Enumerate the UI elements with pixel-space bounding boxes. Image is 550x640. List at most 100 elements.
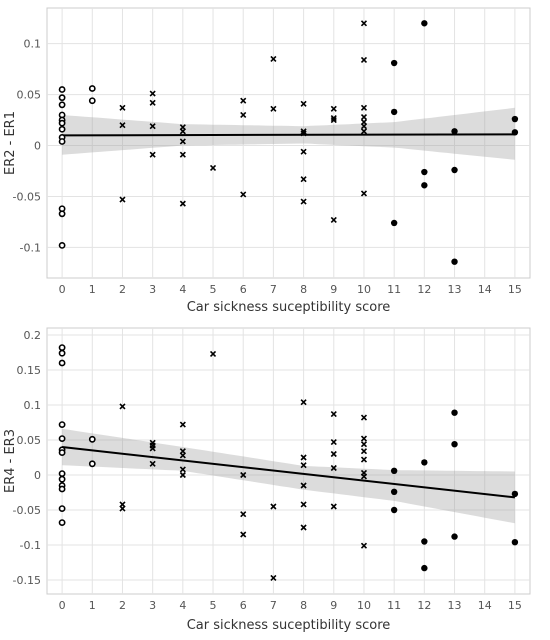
top-x-tick-label: 12 <box>417 283 431 296</box>
bottom-point-filled-circle <box>511 490 519 498</box>
top-point-open-circle <box>58 86 66 93</box>
top-point-filled-circle <box>421 182 428 189</box>
top-y-tick-label: 0.1 <box>24 38 42 51</box>
top-x-tick-label: 0 <box>59 283 66 296</box>
top-x-tick-label: 13 <box>448 283 462 296</box>
top-point-open-circle <box>58 210 66 218</box>
bottom-point-filled-circle <box>451 409 458 416</box>
bottom-confidence-band <box>62 428 515 524</box>
top-x-tick-label: 4 <box>179 283 186 296</box>
top-point-cross <box>149 90 156 97</box>
bottom-y-tick-label: 0.15 <box>17 364 42 377</box>
bottom-point-cross <box>300 482 307 489</box>
bottom-x-tick-label: 12 <box>417 599 431 612</box>
top-point-cross <box>240 191 247 198</box>
top-point-cross <box>179 138 186 145</box>
top-point-cross <box>360 104 368 111</box>
bottom-x-axis-title: Car sickness suceptibility score <box>187 618 391 633</box>
top-point-cross <box>360 113 368 121</box>
top-y-tick-label: -0.05 <box>13 190 41 203</box>
bottom-point-cross <box>270 503 277 510</box>
bottom-x-tick-label: 10 <box>357 599 371 612</box>
bottom-point-filled-circle <box>390 488 398 495</box>
top-y-tick-label: -0.1 <box>20 241 41 254</box>
top-x-tick-label: 8 <box>300 283 307 296</box>
top-point-open-circle <box>58 138 66 145</box>
top-point-filled-circle <box>511 129 519 136</box>
top-point-filled-circle <box>451 258 458 265</box>
top-point-cross <box>330 114 337 122</box>
top-x-axis-title: Car sickness suceptibility score <box>187 300 391 315</box>
top-point-filled-circle <box>390 108 398 116</box>
bottom-point-cross <box>330 464 337 472</box>
top-point-cross <box>240 97 247 104</box>
bottom-y-tick-label: -0.1 <box>20 539 41 552</box>
top-point-cross <box>119 196 126 203</box>
bottom-y-axis-title: ER4 - ER3 <box>3 429 18 493</box>
top-point-cross <box>119 122 126 129</box>
top-point-cross <box>300 176 307 183</box>
bottom-point-open-circle <box>58 519 66 526</box>
bottom-point-open-circle <box>58 475 66 483</box>
top-x-tick-label: 3 <box>149 283 156 296</box>
bottom-point-cross <box>360 448 368 455</box>
chart-er4-er3: 0 1 2 3 4 5 6 7 8 9 10 11 12 13 14 15-0.15-0.1-0.0500.0… <box>3 327 531 633</box>
top-y-axis-title: ER2 - ER1 <box>3 111 18 175</box>
bottom-x-tick-label: 6 <box>240 599 247 612</box>
bottom-regression-line <box>61 446 516 499</box>
bottom-point-open-circle <box>58 344 66 351</box>
top-point-cross <box>300 198 307 205</box>
bottom-point-open-circle <box>58 485 66 493</box>
bottom-x-tick-label: 5 <box>210 599 217 612</box>
bottom-x-tick-label: 7 <box>270 599 277 612</box>
bottom-point-cross <box>149 445 156 452</box>
bottom-x-tick-label: 11 <box>387 599 401 612</box>
bottom-point-filled-circle <box>421 459 428 466</box>
bottom-point-cross <box>300 501 307 508</box>
top-x-tick-label: 15 <box>508 283 522 296</box>
top-point-cross <box>330 105 337 112</box>
top-point-open-circle <box>58 94 66 102</box>
top-point-filled-circle <box>511 115 519 123</box>
top-x-tick-label: 2 <box>119 283 126 296</box>
bottom-point-cross <box>330 503 337 510</box>
bottom-point-open-circle <box>58 449 66 456</box>
bottom-point-cross <box>360 473 368 480</box>
bottom-point-filled-circle <box>451 533 458 540</box>
top-point-cross <box>360 56 368 64</box>
bottom-point-cross <box>240 471 247 479</box>
top-point-cross <box>209 164 217 172</box>
bottom-point-cross <box>360 435 368 442</box>
top-regression-line <box>62 133 515 137</box>
bottom-x-tick-label: 4 <box>179 599 186 612</box>
top-point-cross <box>300 130 307 137</box>
top-point-open-circle <box>58 101 66 109</box>
top-point-open-circle <box>58 125 66 133</box>
bottom-point-cross <box>360 441 368 448</box>
top-x-tick-label: 14 <box>478 283 492 296</box>
bottom-point-open-circle <box>58 421 66 428</box>
top-x-tick-label: 11 <box>387 283 401 296</box>
bottom-point-cross <box>330 439 337 446</box>
bottom-point-cross <box>360 414 368 421</box>
bottom-y-tick-label: 0.2 <box>24 329 42 342</box>
bottom-point-filled-circle <box>421 564 428 572</box>
top-point-cross <box>179 128 186 135</box>
bottom-y-tick-label: -0.15 <box>13 574 41 587</box>
bottom-point-filled-circle <box>390 467 398 474</box>
bottom-point-cross <box>330 450 337 458</box>
top-point-cross <box>300 148 307 155</box>
bottom-point-cross <box>179 471 186 479</box>
bottom-x-tick-label: 15 <box>508 599 522 612</box>
bottom-point-open-circle <box>58 349 66 357</box>
top-plot-area <box>46 7 531 279</box>
bottom-point-cross <box>179 466 186 473</box>
bottom-point-cross <box>300 462 307 469</box>
top-point-cross <box>360 190 368 197</box>
bottom-point-open-circle <box>88 435 96 443</box>
bottom-x-tick-label: 2 <box>119 599 126 612</box>
bottom-point-cross <box>360 456 368 463</box>
top-point-filled-circle <box>421 20 428 27</box>
top-point-cross <box>300 128 307 135</box>
